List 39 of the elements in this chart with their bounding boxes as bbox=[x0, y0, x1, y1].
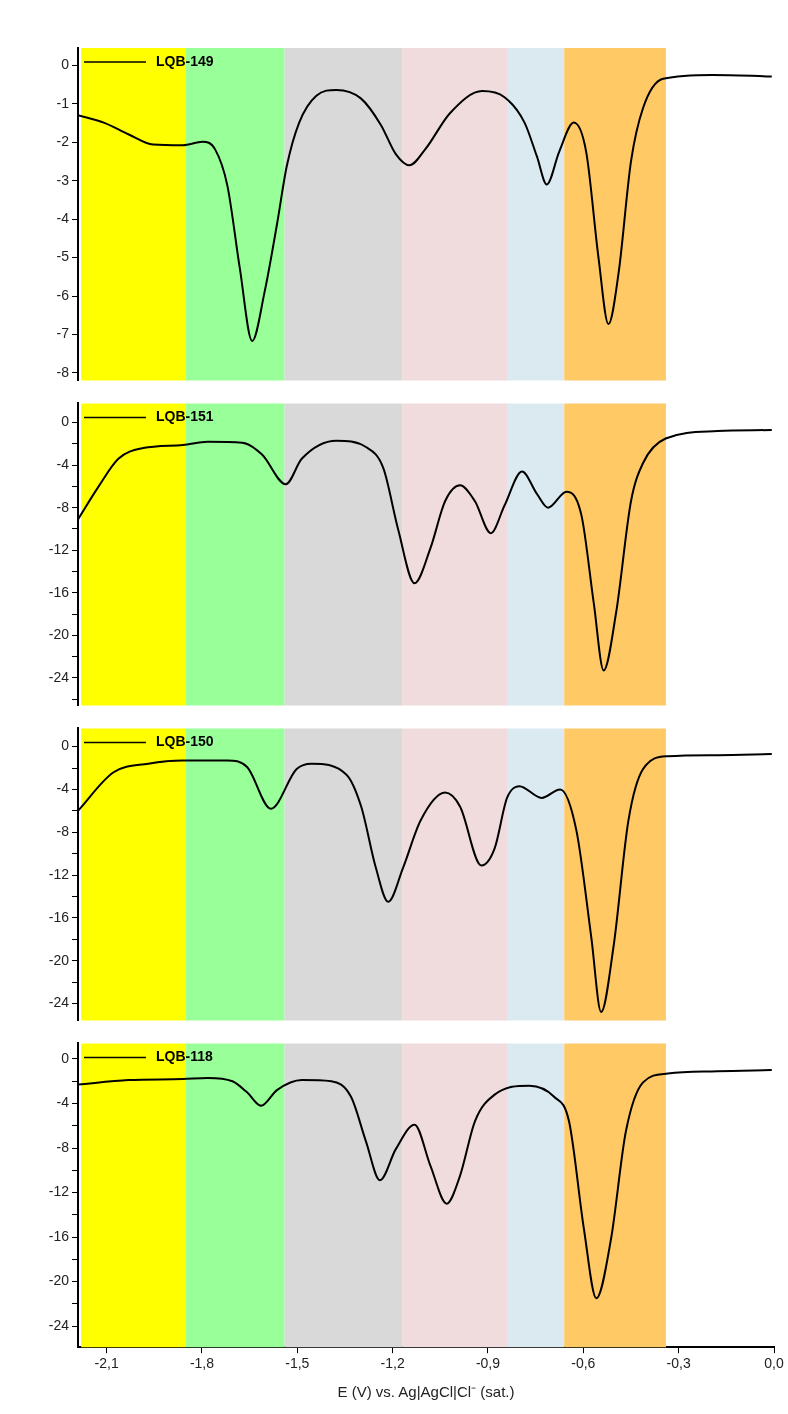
y-tick-label: 0 bbox=[61, 1049, 70, 1066]
y-tick-label: -8 bbox=[56, 498, 70, 515]
y-tick-label: -3 bbox=[56, 171, 70, 188]
y-tick-label: -24 bbox=[48, 1316, 70, 1333]
x-tick-label: -0,9 bbox=[475, 1355, 501, 1372]
y-tick-label: -16 bbox=[48, 583, 70, 600]
y-tick-label: -24 bbox=[48, 668, 70, 685]
x-tick-label: -1,8 bbox=[189, 1355, 215, 1372]
y-tick-label: -8 bbox=[56, 823, 70, 840]
x-tick-label: -0,3 bbox=[666, 1355, 691, 1372]
y-tick-label: -4 bbox=[56, 1094, 70, 1111]
y-tick-label: -8 bbox=[56, 363, 70, 380]
y-tick-label: -12 bbox=[48, 1183, 70, 1200]
y-tick-label: -12 bbox=[48, 865, 70, 882]
y-tick-label: 0 bbox=[61, 413, 70, 430]
y-tick-label: 0 bbox=[61, 737, 70, 754]
x-tick-label: 0,0 bbox=[764, 1355, 784, 1372]
y-tick-label: -4 bbox=[56, 455, 70, 472]
y-tick-label: -5 bbox=[56, 248, 70, 265]
y-tick-label: -20 bbox=[48, 951, 70, 968]
y-tick-label: -24 bbox=[48, 994, 70, 1011]
y-tick-label: -4 bbox=[56, 209, 70, 226]
y-tick-label: -20 bbox=[48, 1272, 70, 1289]
x-tick-label: -2,1 bbox=[94, 1355, 119, 1372]
y-tick-label: -1 bbox=[56, 94, 70, 111]
y-tick-label: -7 bbox=[56, 325, 70, 342]
y-tick-label: -20 bbox=[48, 626, 70, 643]
y-tick-label: -8 bbox=[56, 1138, 70, 1155]
x-tick-label: -1,5 bbox=[285, 1355, 310, 1372]
x-axis-title: E (V) vs. Ag|AgCl|Cl⁻ (sat.) bbox=[337, 1383, 515, 1401]
x-tick-label: -1,2 bbox=[380, 1355, 405, 1372]
y-tick-label: 0 bbox=[61, 56, 70, 73]
y-tick-label: -6 bbox=[56, 286, 70, 303]
y-tick-label: -12 bbox=[48, 541, 70, 558]
x-tick-label: -0,6 bbox=[571, 1355, 596, 1372]
y-tick-label: -16 bbox=[48, 1227, 70, 1244]
y-tick-label: -16 bbox=[48, 908, 70, 925]
y-tick-label: -4 bbox=[56, 780, 70, 797]
y-tick-label: -2 bbox=[56, 133, 70, 150]
